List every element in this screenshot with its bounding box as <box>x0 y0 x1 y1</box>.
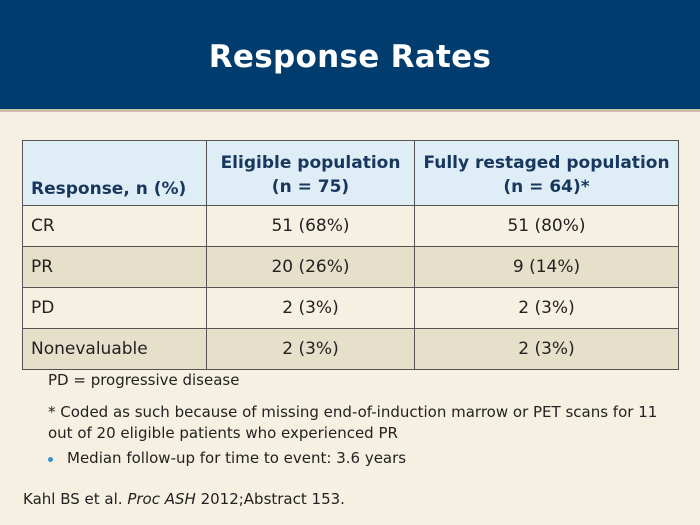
header-eligible: Eligible population (n = 75) <box>206 140 415 206</box>
pd-definition-note: PD = progressive disease <box>48 371 240 389</box>
bullet-dot-icon <box>48 456 53 462</box>
header-restaged-line1: Fully restaged population <box>423 153 670 173</box>
row-label: CR <box>22 205 207 247</box>
citation-details: 2012;Abstract 153. <box>200 490 345 508</box>
eligible-value: 2 (3%) <box>206 328 415 370</box>
follow-up-text: Median follow-up for time to event: 3.6 … <box>67 449 407 467</box>
citation-authors: Kahl BS et al. <box>23 490 123 508</box>
citation: Kahl BS et al. Proc ASH 2012;Abstract 15… <box>23 490 345 508</box>
table-row: PD 2 (3%) 2 (3%) <box>22 287 679 329</box>
asterisk-footnote: * Coded as such because of missing end-o… <box>48 403 658 442</box>
citation-journal: Proc ASH <box>127 490 196 508</box>
row-label: PD <box>22 287 207 329</box>
title-divider <box>0 109 700 112</box>
restaged-value: 2 (3%) <box>414 328 679 370</box>
header-eligible-line2: (n = 75) <box>271 177 350 197</box>
eligible-value: 2 (3%) <box>206 287 415 329</box>
table-header-row: Response, n (%) Eligible population (n =… <box>22 140 679 206</box>
row-label: PR <box>22 246 207 288</box>
table-row: PR 20 (26%) 9 (14%) <box>22 246 679 288</box>
table-row: Nonevaluable 2 (3%) 2 (3%) <box>22 328 679 370</box>
header-response: Response, n (%) <box>22 140 207 206</box>
row-label: Nonevaluable <box>22 328 207 370</box>
follow-up-bullet: Median follow-up for time to event: 3.6 … <box>48 449 406 467</box>
eligible-value: 20 (26%) <box>206 246 415 288</box>
title-bar: Response Rates <box>0 0 700 109</box>
response-table: Response, n (%) Eligible population (n =… <box>22 140 679 370</box>
slide-title: Response Rates <box>208 38 492 75</box>
restaged-value: 2 (3%) <box>414 287 679 329</box>
header-restaged-line2: (n = 64)* <box>503 177 590 197</box>
table-row: CR 51 (68%) 51 (80%) <box>22 205 679 247</box>
restaged-value: 9 (14%) <box>414 246 679 288</box>
eligible-value: 51 (68%) <box>206 205 415 247</box>
restaged-value: 51 (80%) <box>414 205 679 247</box>
header-restaged: Fully restaged population (n = 64)* <box>414 140 679 206</box>
header-eligible-line1: Eligible population <box>220 153 401 173</box>
